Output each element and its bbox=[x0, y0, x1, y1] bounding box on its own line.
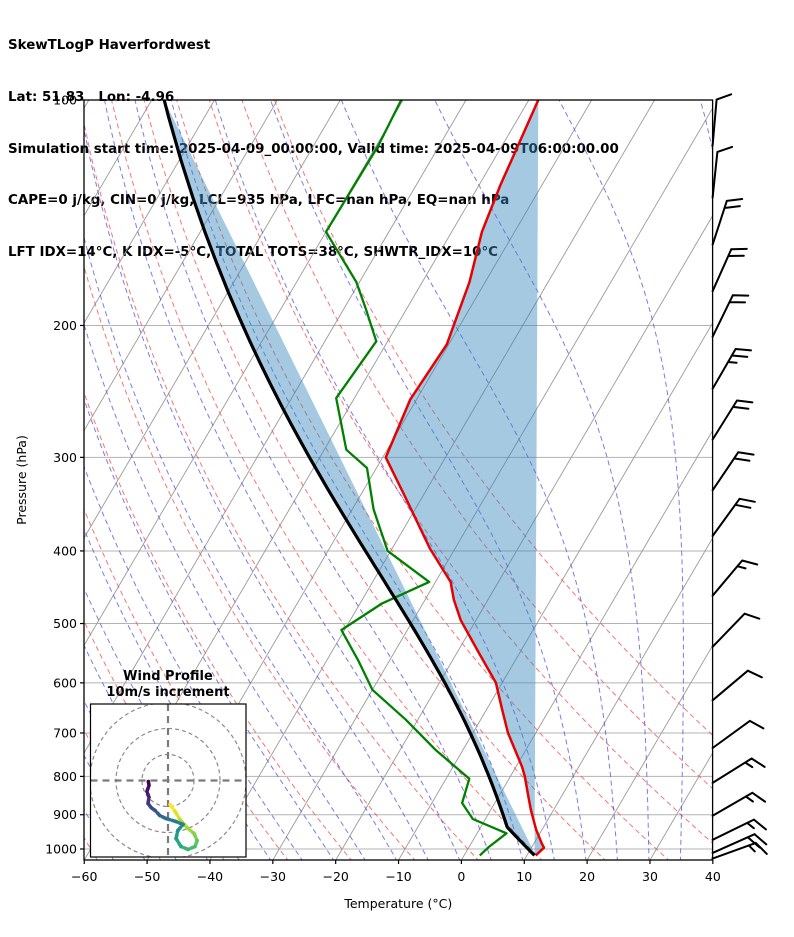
pressure-tick-label: 100 bbox=[53, 93, 77, 108]
wind-barb bbox=[711, 841, 768, 860]
wind-barb bbox=[711, 791, 767, 817]
wind-barb-column bbox=[711, 93, 768, 860]
moist-adiabat-line bbox=[270, 100, 587, 860]
moist-adiabat-line bbox=[340, 100, 618, 860]
isotherm-line bbox=[523, 537, 713, 860]
moist-adiabat-line bbox=[0, 100, 83, 862]
dry-adiabat-line bbox=[84, 264, 416, 860]
temperature-tick-label: 0 bbox=[457, 869, 465, 884]
pressure-tick-label: 500 bbox=[53, 616, 77, 631]
dry-adiabat-line bbox=[111, 100, 543, 860]
pressure-tick-label: 200 bbox=[53, 318, 77, 333]
chart-indices-line1: CAPE=0 j/kg, CIN=0 j/kg, LCL=935 hPa, LF… bbox=[8, 193, 510, 209]
isotherm-line bbox=[460, 429, 713, 860]
temperature-tick-label: −60 bbox=[71, 869, 97, 884]
wind-barb bbox=[711, 833, 768, 854]
chart-indices-line2: LFT IDX=14°C, K IDX=-5°C, TOTAL TOTS=38°… bbox=[8, 244, 498, 260]
pressure-tick-label: 700 bbox=[53, 725, 77, 740]
temperature-tick-label: 40 bbox=[705, 869, 721, 884]
dewpoint-curve bbox=[324, 100, 508, 857]
moist-adiabat-line bbox=[84, 465, 303, 860]
temperature-tick-label: 20 bbox=[579, 869, 595, 884]
dry-adiabat-line bbox=[84, 390, 352, 860]
wind-barb bbox=[711, 719, 765, 749]
temperature-tick-label: 10 bbox=[516, 869, 532, 884]
dry-adiabat-line bbox=[143, 100, 606, 860]
pressure-tick-label: 400 bbox=[53, 543, 77, 558]
pressure-tick-label: 800 bbox=[53, 769, 77, 784]
cin-shaded-area bbox=[164, 100, 544, 856]
wind-barb bbox=[711, 757, 766, 784]
moist-adiabat-line bbox=[558, 100, 684, 860]
temperature-tick-label: −10 bbox=[385, 869, 411, 884]
temperature-curve bbox=[384, 100, 546, 857]
moist-adiabat-line bbox=[84, 322, 366, 860]
moist-adiabat-line bbox=[434, 100, 650, 860]
wind-barb bbox=[711, 399, 754, 441]
parcel-curve bbox=[162, 100, 536, 857]
isotherm-line bbox=[84, 100, 215, 324]
temperature-tick-label: −40 bbox=[197, 869, 223, 884]
chart-title: SkewTLogP Haverfordwest bbox=[8, 38, 211, 54]
wind-barb bbox=[711, 818, 767, 841]
isotherm-line bbox=[712, 859, 713, 860]
dry-adiabat-line bbox=[241, 100, 713, 790]
moist-adiabat-line bbox=[699, 100, 713, 860]
hodograph-title-line1: Wind Profile bbox=[123, 669, 213, 684]
moist-adiabat-line bbox=[134, 100, 492, 860]
wind-barb bbox=[711, 294, 750, 338]
isotherm-line bbox=[335, 214, 713, 860]
wind-barb bbox=[711, 145, 734, 199]
hodograph-border bbox=[89, 703, 247, 858]
dry-adiabat-line bbox=[208, 100, 713, 844]
moist-adiabat-line bbox=[84, 235, 398, 860]
moist-adiabat-line bbox=[104, 100, 461, 860]
wind-barb bbox=[711, 559, 759, 597]
wind-barb bbox=[711, 348, 752, 390]
dry-adiabat-line bbox=[84, 121, 479, 860]
hodograph-title-line2: 10m/s increment bbox=[106, 685, 229, 700]
dry-adiabat-line bbox=[273, 100, 713, 736]
chart-header: SkewTLogP Haverfordwest Lat: 51.83 Lon: … bbox=[8, 3, 619, 278]
hodograph-trace-segment bbox=[146, 777, 151, 788]
x-axis-title: Temperature (°C) bbox=[343, 896, 452, 911]
moist-adiabat-line bbox=[170, 100, 524, 860]
wind-barb bbox=[711, 612, 761, 648]
pressure-tick-label: 600 bbox=[53, 675, 77, 690]
pressure-tick-label: 1000 bbox=[45, 842, 77, 857]
wind-barb bbox=[711, 93, 733, 147]
temperature-tick-label: −20 bbox=[322, 869, 348, 884]
wind-barb bbox=[711, 247, 748, 293]
temperature-tick-label: 30 bbox=[642, 869, 658, 884]
pressure-tick-label: 300 bbox=[53, 450, 77, 465]
isotherm-line bbox=[586, 644, 713, 860]
y-axis-title: Pressure (hPa) bbox=[14, 435, 29, 525]
moist-adiabat-line bbox=[214, 100, 555, 860]
temperature-tick-label: −50 bbox=[134, 869, 160, 884]
pressure-tick-label: 900 bbox=[53, 807, 77, 822]
wind-barb bbox=[711, 669, 763, 702]
chart-times: Simulation start time: 2025-04-09_00:00:… bbox=[8, 141, 619, 157]
isotherm-line bbox=[209, 100, 655, 860]
wind-barb bbox=[711, 198, 744, 246]
wind-barb bbox=[711, 497, 756, 537]
isotherm-line bbox=[272, 107, 713, 860]
plot-area bbox=[0, 100, 713, 862]
temperature-tick-label: −30 bbox=[260, 869, 286, 884]
isotherm-line bbox=[84, 100, 341, 539]
wind-barb bbox=[711, 451, 755, 492]
moist-adiabat-line bbox=[84, 397, 335, 860]
